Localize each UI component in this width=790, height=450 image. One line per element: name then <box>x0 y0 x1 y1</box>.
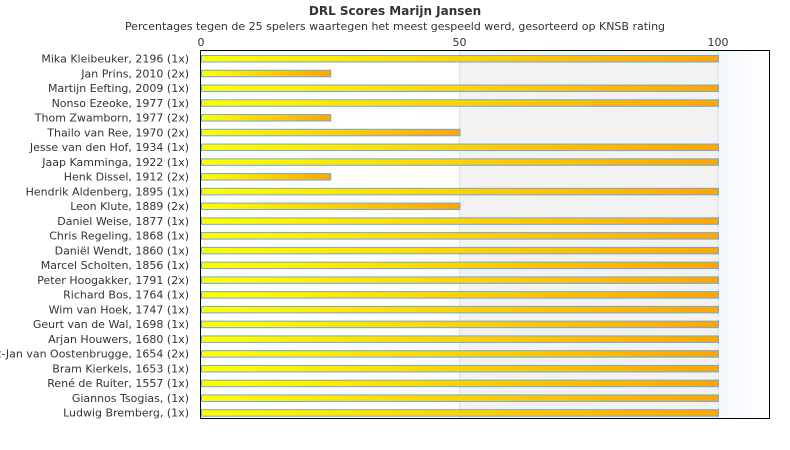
bar <box>201 394 719 402</box>
category-label: Arjan Houwers, 1680 (1x) <box>48 333 189 346</box>
category-label: Jan Prins, 2010 (2x) <box>80 67 189 80</box>
bar <box>201 276 719 284</box>
category-label: Leon Klute, 1889 (2x) <box>70 200 189 213</box>
bar <box>201 143 719 152</box>
category-label: René de Ruiter, 1557 (1x) <box>47 377 189 390</box>
category-label: Mika Kleibeuker, 2196 (1x) <box>41 53 189 66</box>
bar <box>201 84 719 93</box>
bar <box>201 232 719 240</box>
category-label: Wim van Hoek, 1747 (1x) <box>49 303 189 316</box>
bar <box>201 187 719 196</box>
bar <box>201 364 719 373</box>
category-label: Nonso Ezeoke, 1977 (1x) <box>52 97 189 110</box>
bar <box>201 202 461 211</box>
bar <box>201 114 332 122</box>
bar <box>201 246 719 255</box>
category-label: Thailo van Ree, 1970 (2x) <box>46 126 189 139</box>
category-label: Jaap Kamminga, 1922 (1x) <box>41 156 189 169</box>
category-label: Hendrik Aldenberg, 1895 (1x) <box>26 185 189 198</box>
category-label: Daniël Wendt, 1860 (1x) <box>55 244 189 257</box>
bar <box>201 350 719 358</box>
category-label: Ludwig Bremberg, (1x) <box>63 407 189 420</box>
bar <box>201 173 332 181</box>
category-label: Marcel Scholten, 1856 (1x) <box>41 259 189 272</box>
x-tick-label: 100 <box>708 36 729 49</box>
bar <box>201 55 719 63</box>
category-label: Martijn Eefting, 2009 (1x) <box>48 82 189 95</box>
category-label: t-Jan van Oostenbrugge, 1654 (2x) <box>0 348 189 361</box>
category-label: Henk Dissel, 1912 (2x) <box>64 171 189 184</box>
bar <box>201 291 719 299</box>
category-label: Chris Regeling, 1868 (1x) <box>49 230 189 243</box>
bar <box>201 128 461 137</box>
chart-subtitle: Percentages tegen de 25 spelers waartege… <box>124 20 666 33</box>
bar <box>201 409 719 417</box>
chart-title: DRL Scores Marijn Jansen <box>308 4 482 18</box>
bar <box>201 261 719 270</box>
category-label: Jesse van den Hof, 1934 (1x) <box>29 141 189 154</box>
category-label: Richard Bos, 1764 (1x) <box>63 289 189 302</box>
category-label: Peter Hoogakker, 1791 (2x) <box>37 274 189 287</box>
plot-frame <box>200 50 770 419</box>
bar <box>201 158 719 166</box>
bar <box>201 99 719 107</box>
bar <box>201 69 332 78</box>
category-label: Daniel Weise, 1877 (1x) <box>57 215 189 228</box>
category-label: Giannos Tsogias, (1x) <box>72 392 189 405</box>
bar <box>201 335 719 343</box>
category-label: Geurt van de Wal, 1698 (1x) <box>33 318 189 331</box>
x-tick-label: 0 <box>198 36 205 49</box>
bar <box>201 379 719 388</box>
bar <box>201 217 719 225</box>
bar <box>201 305 719 314</box>
x-tick-label: 50 <box>453 36 467 49</box>
category-label: Bram Kierkels, 1653 (1x) <box>52 362 189 375</box>
band-100-plus <box>718 51 770 418</box>
bar <box>201 320 719 329</box>
category-label: Thom Zwamborn, 1977 (2x) <box>34 112 189 125</box>
